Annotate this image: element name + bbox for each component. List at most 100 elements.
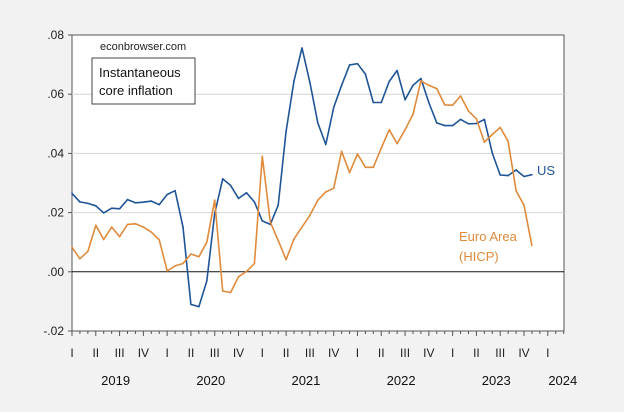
data-point-euro-area (475, 117, 478, 120)
data-point-euro-area (166, 270, 168, 272)
x-quarter-label: I (356, 346, 359, 360)
series-label-euro-line-2: (HICP) (459, 249, 499, 264)
data-point-euro-area (531, 244, 533, 247)
data-point-euro-area (158, 239, 161, 241)
data-point-us (190, 303, 192, 306)
data-point-euro-area (388, 128, 391, 131)
data-point-euro-area (428, 84, 430, 87)
data-point-euro-area (206, 241, 208, 243)
data-point-us (134, 202, 137, 204)
data-point-us (443, 124, 446, 127)
data-point-us (301, 47, 303, 49)
data-point-euro-area (309, 214, 311, 217)
x-quarter-label: I (261, 346, 264, 360)
y-tick-label: .08 (47, 28, 64, 42)
data-point-us (404, 99, 406, 101)
data-point-us (261, 220, 264, 222)
data-point-us (87, 202, 89, 205)
x-quarter-label: I (546, 346, 549, 360)
data-point-euro-area (182, 262, 184, 265)
y-tick-label: .04 (47, 146, 64, 160)
x-quarter-label: II (92, 346, 99, 360)
data-point-us (507, 174, 509, 177)
data-point-us (126, 198, 129, 201)
data-point-euro-area (213, 199, 216, 201)
data-point-us (277, 204, 279, 206)
data-point-euro-area (420, 80, 422, 82)
data-point-us (166, 193, 168, 196)
data-point-us (435, 122, 438, 124)
data-point-euro-area (435, 87, 438, 90)
data-point-us (174, 189, 176, 192)
data-point-euro-area (491, 133, 494, 136)
data-point-us (285, 130, 287, 132)
data-point-us (483, 118, 486, 121)
data-point-us (71, 192, 73, 195)
x-quarter-label: I (70, 346, 73, 360)
data-point-us (158, 203, 161, 206)
x-quarter-label: III (400, 346, 410, 360)
data-point-us (523, 175, 525, 178)
data-point-euro-area (102, 238, 105, 241)
x-quarter-label: III (115, 346, 125, 360)
data-point-euro-area (110, 226, 113, 228)
data-point-euro-area (507, 140, 509, 143)
data-point-us (79, 201, 81, 203)
data-point-us (110, 207, 113, 209)
data-point-euro-area (364, 166, 367, 169)
data-point-euro-area (356, 153, 359, 155)
y-tick-label: .02 (47, 206, 64, 220)
data-point-euro-area (229, 291, 232, 294)
y-tick-label: -.02 (43, 324, 64, 338)
data-point-euro-area (94, 224, 97, 227)
data-point-us (459, 118, 462, 121)
x-year-label: 2021 (291, 373, 320, 388)
data-point-us (237, 197, 240, 200)
data-point-us (340, 84, 343, 87)
data-point-euro-area (340, 150, 343, 153)
data-point-euro-area (79, 257, 81, 260)
data-point-euro-area (483, 141, 486, 143)
data-point-us (221, 178, 224, 180)
x-quarter-label: III (210, 346, 220, 360)
data-point-euro-area (404, 128, 406, 131)
data-point-us (364, 73, 367, 75)
data-point-us (317, 122, 319, 124)
data-point-euro-area (126, 223, 129, 226)
data-point-euro-area (253, 262, 256, 265)
data-point-us (531, 173, 533, 176)
x-quarter-label: III (305, 346, 315, 360)
data-point-euro-area (269, 221, 272, 223)
data-point-euro-area (118, 235, 121, 238)
x-year-label: 2020 (196, 373, 225, 388)
data-point-euro-area (372, 166, 375, 169)
data-point-euro-area (459, 95, 462, 97)
series-label-euro-line-1: Euro Area (459, 229, 518, 244)
data-point-euro-area (261, 155, 264, 158)
data-point-euro-area (396, 142, 398, 145)
data-point-us (475, 122, 478, 125)
data-point-us (293, 80, 295, 82)
x-quarter-label: IV (328, 346, 339, 360)
x-quarter-label: II (283, 346, 290, 360)
data-point-us (428, 101, 430, 104)
data-point-euro-area (301, 226, 303, 228)
data-point-us (229, 184, 232, 187)
data-point-us (491, 152, 494, 154)
x-quarter-label: IV (138, 346, 149, 360)
data-point-euro-area (293, 238, 295, 240)
data-point-us (198, 305, 200, 308)
data-point-us (515, 169, 517, 171)
data-point-us (309, 81, 311, 84)
data-point-us (499, 174, 502, 176)
data-point-euro-area (237, 276, 240, 278)
x-quarter-label: I (165, 346, 168, 360)
data-point-us (182, 226, 184, 228)
x-quarter-label: IV (423, 346, 434, 360)
data-point-us (388, 80, 391, 83)
legend-box-line-1: Instantaneous (99, 65, 181, 80)
data-point-us (206, 280, 208, 282)
data-point-us (332, 106, 335, 109)
source-note: econbrowser.com (100, 41, 186, 53)
data-point-euro-area (87, 250, 89, 253)
